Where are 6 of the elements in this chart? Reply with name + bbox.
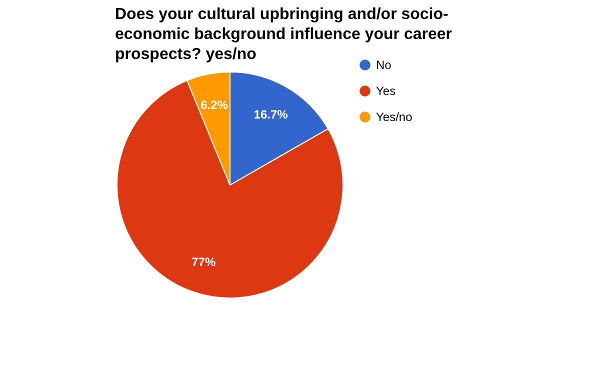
legend-label: No xyxy=(376,58,392,72)
legend-label: Yes xyxy=(376,84,396,98)
data-label: 16.7% xyxy=(254,108,288,122)
data-label: 77% xyxy=(192,254,216,269)
legend-label: Yes/no xyxy=(376,110,413,124)
data-label: 6.2% xyxy=(200,98,228,112)
